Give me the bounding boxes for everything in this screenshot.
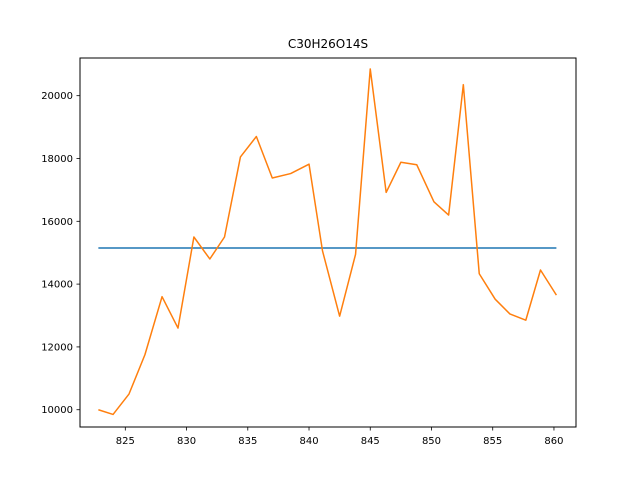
series-layer [98, 68, 558, 416]
y-tick-label-0: 10000 [41, 405, 73, 416]
x-tick-label-0: 825 [116, 436, 135, 447]
ticks-layer: 825 830 835 840 845 850 855 860 10000 12000 14000 1… [41, 91, 563, 447]
x-tick-label-3: 840 [299, 436, 318, 447]
y-tick-label-4: 18000 [41, 154, 73, 165]
x-tick-label-4: 845 [361, 436, 380, 447]
series-line-2 [98, 68, 558, 416]
x-tick-label-6: 855 [483, 436, 502, 447]
y-tick-label-2: 14000 [41, 280, 73, 291]
y-tick-label-1: 12000 [41, 342, 73, 353]
x-tick-label-2: 835 [238, 436, 257, 447]
y-tick-label-5: 20000 [41, 91, 73, 102]
x-tick-label-5: 850 [422, 436, 441, 447]
x-tick-label-1: 830 [177, 436, 196, 447]
chart-title: C30H26O14S [288, 37, 368, 51]
x-tick-label-7: 860 [544, 436, 563, 447]
y-tick-label-3: 16000 [41, 217, 73, 228]
plot-area-frame [79, 57, 577, 428]
